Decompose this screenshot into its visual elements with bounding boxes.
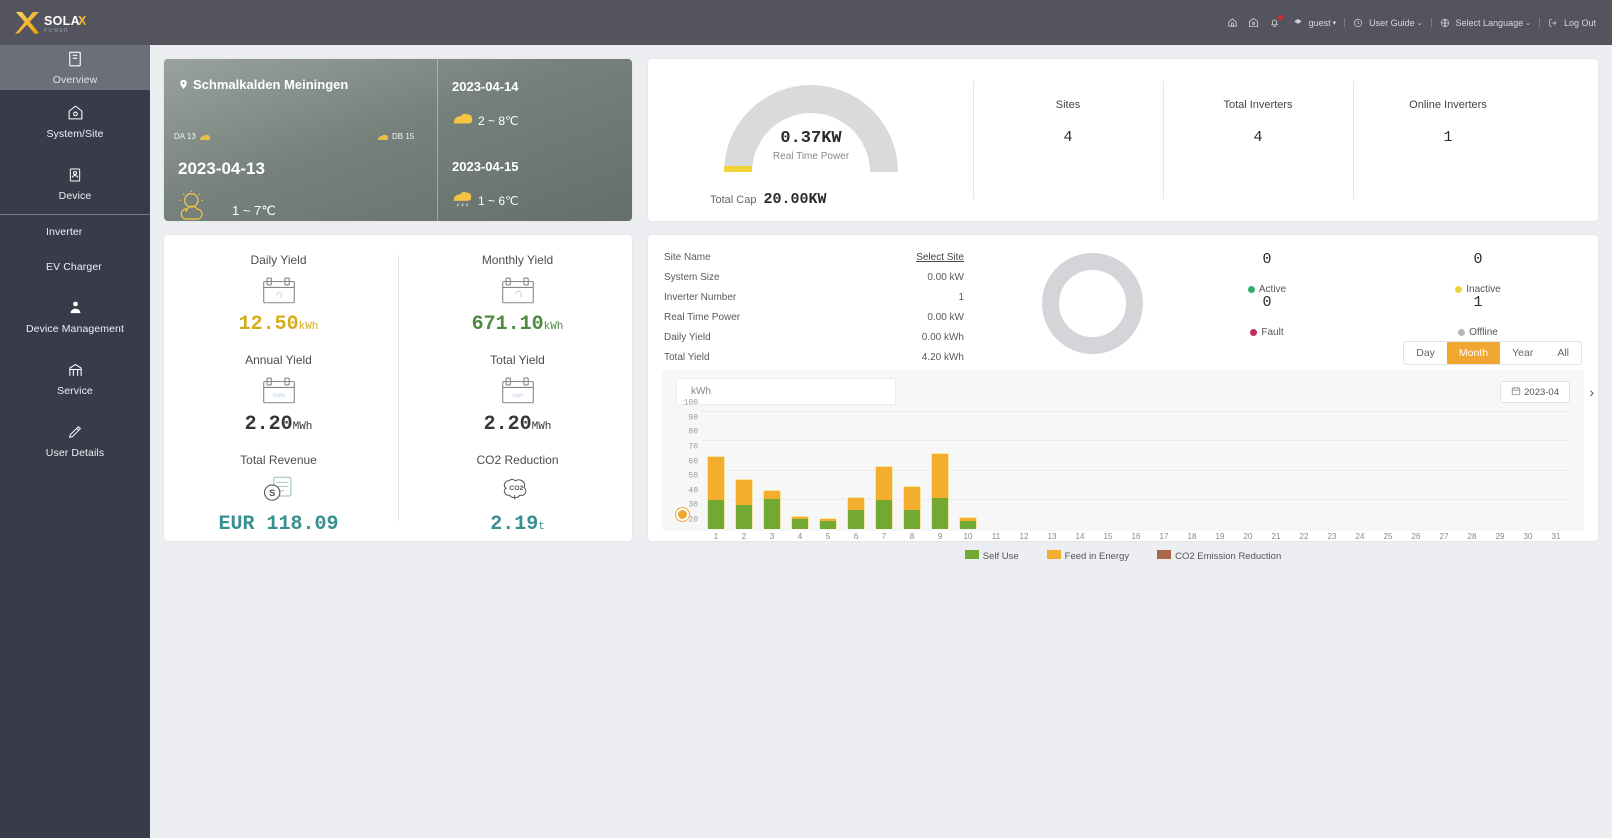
svg-text:kWh: kWh xyxy=(273,394,285,400)
svg-text:kWh: kWh xyxy=(512,394,523,400)
svg-text:POWER: POWER xyxy=(44,28,69,34)
svg-text:S: S xyxy=(269,488,275,498)
svg-text:SOLA: SOLA xyxy=(44,14,80,28)
svg-text:X: X xyxy=(78,14,87,28)
svg-text:CO2: CO2 xyxy=(509,485,523,492)
